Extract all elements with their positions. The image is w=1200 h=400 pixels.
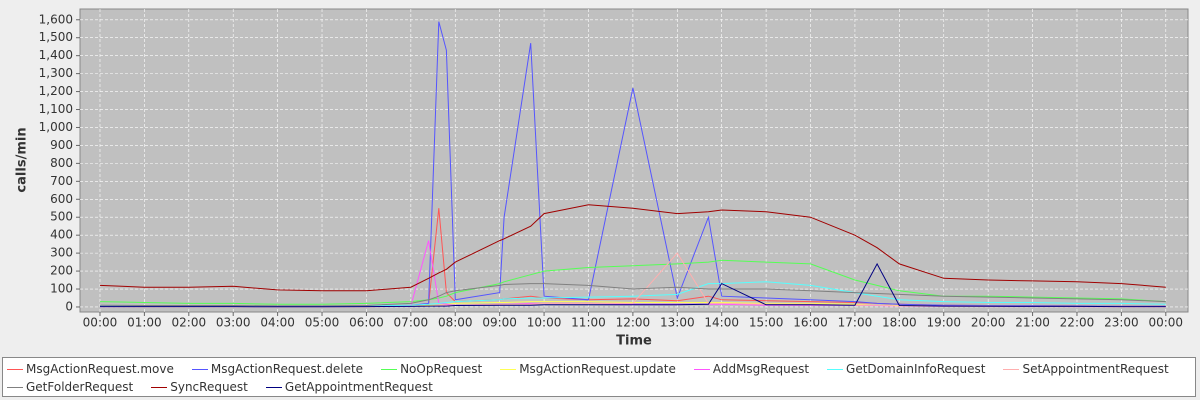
- legend-swatch: [151, 386, 168, 388]
- x-tick-label: 16:00: [793, 316, 828, 330]
- plot-area: [79, 8, 1189, 313]
- x-tick-label: 20:00: [971, 316, 1006, 330]
- y-tick-label: 200: [50, 264, 73, 278]
- x-tick-label: 00:00: [83, 316, 118, 330]
- x-tick-label: 22:00: [1060, 316, 1095, 330]
- legend-item: GetDomainInfoRequest: [827, 360, 985, 378]
- legend-swatch: [265, 386, 282, 388]
- legend-label: SetAppointmentRequest: [1022, 362, 1169, 376]
- y-tick-label: 1,500: [39, 30, 73, 44]
- x-tick-label: 14:00: [704, 316, 739, 330]
- x-tick-label: 15:00: [749, 316, 784, 330]
- series-line: [99, 259, 1166, 305]
- y-tick-label: 1,300: [39, 66, 73, 80]
- x-tick-label: 05:00: [305, 316, 340, 330]
- y-tick-label: 700: [50, 174, 73, 188]
- y-tick-label: 1,100: [39, 102, 73, 116]
- x-tick-label: 21:00: [1015, 316, 1050, 330]
- legend-label: MsgActionRequest.delete: [210, 362, 364, 376]
- x-tick-label: 00:00: [1148, 316, 1183, 330]
- series-line: [99, 283, 1166, 307]
- x-tick-label: 06:00: [349, 316, 384, 330]
- legend-label: GetFolderRequest: [26, 380, 134, 394]
- legend: MsgActionRequest.move MsgActionRequest.de…: [2, 357, 1196, 397]
- legend-swatch: [381, 368, 398, 370]
- y-tick-label: 0: [65, 299, 73, 313]
- y-tick-label: 1,400: [39, 48, 73, 62]
- y-tick-label: 300: [50, 246, 73, 260]
- legend-item: GetAppointmentRequest: [265, 378, 433, 396]
- legend-swatch: [191, 368, 208, 370]
- x-tick-label: 03:00: [216, 316, 251, 330]
- x-tick-label: 07:00: [394, 316, 429, 330]
- x-tick-label: 17:00: [838, 316, 873, 330]
- series-line: [99, 204, 1166, 292]
- x-axis-title: Time: [616, 334, 652, 349]
- x-tick-label: 18:00: [882, 316, 917, 330]
- legend-swatch: [827, 368, 844, 370]
- y-tick-label: 900: [50, 138, 73, 152]
- chart: calls/min Time 0 100 200 300 400 500 600 700 800…: [15, 8, 1189, 349]
- legend-item: SyncRequest: [151, 378, 248, 396]
- y-tick-label: 500: [50, 210, 73, 224]
- x-tick-label: 13:00: [660, 316, 695, 330]
- legend-label: GetAppointmentRequest: [284, 380, 433, 394]
- legend-item: AddMsgRequest: [693, 360, 810, 378]
- y-axis-title: calls/min: [15, 127, 30, 192]
- legend-swatch: [1003, 368, 1020, 370]
- x-tick-label: 02:00: [172, 316, 207, 330]
- y-tick-label: 800: [50, 156, 73, 170]
- x-tick-label: 11:00: [571, 316, 606, 330]
- y-tick-label: 400: [50, 228, 73, 242]
- x-tick-label: 12:00: [616, 316, 651, 330]
- series-line: [100, 262, 1166, 308]
- y-tick-label: 1,200: [39, 84, 73, 98]
- legend-item: NoOpRequest: [381, 360, 482, 378]
- x-tick-label: 01:00: [127, 316, 162, 330]
- legend-item: GetFolderRequest: [7, 378, 133, 396]
- x-tick-label: 10:00: [527, 316, 562, 330]
- y-tick-label: 100: [50, 282, 73, 296]
- x-tick-label: 09:00: [482, 316, 517, 330]
- legend-item: MsgActionRequest.move: [7, 360, 174, 378]
- x-tick-label: 19:00: [926, 316, 961, 330]
- legend-swatch: [7, 386, 23, 388]
- legend-label: AddMsgRequest: [712, 362, 810, 376]
- y-tick-label: 1,000: [39, 120, 73, 134]
- legend-label: SyncRequest: [170, 380, 248, 394]
- legend-label: MsgActionRequest.move: [26, 362, 174, 376]
- x-tick-label: 23:00: [1104, 316, 1139, 330]
- legend-swatch: [693, 368, 710, 370]
- legend-item: SetAppointmentRequest: [1003, 360, 1169, 378]
- x-tick-label: 04:00: [260, 316, 295, 330]
- y-tick-label: 1,600: [39, 12, 73, 26]
- legend-label: NoOpRequest: [400, 362, 483, 376]
- legend-label: GetDomainInfoRequest: [846, 362, 986, 376]
- x-tick-label: 08:00: [438, 316, 473, 330]
- legend-swatch: [7, 368, 23, 370]
- legend-swatch: [500, 368, 517, 370]
- legend-item: MsgActionRequest.update: [500, 360, 676, 378]
- legend-item: MsgActionRequest.delete: [191, 360, 364, 378]
- legend-label: MsgActionRequest.update: [519, 362, 676, 376]
- y-tick-label: 600: [50, 192, 73, 206]
